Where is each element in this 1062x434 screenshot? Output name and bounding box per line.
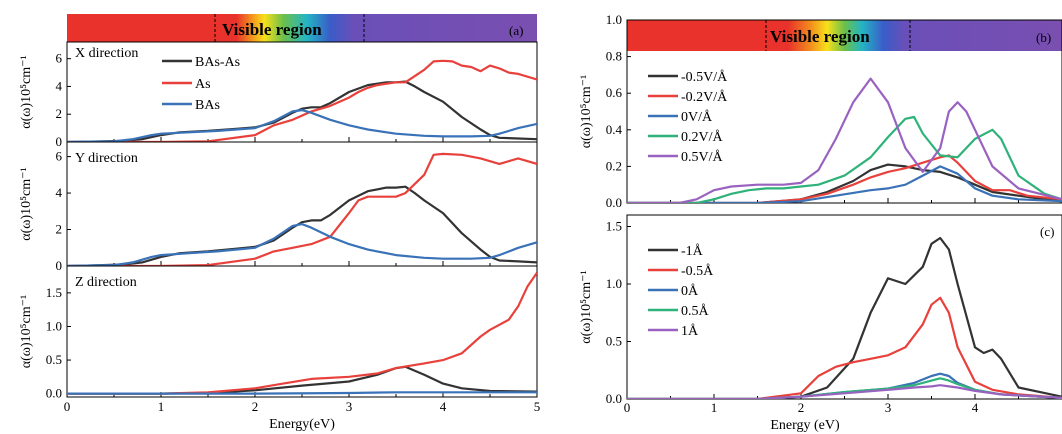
x-tick-label-c-0: 0 bbox=[624, 400, 631, 415]
x-tick-label-c-4: 4 bbox=[972, 400, 979, 415]
spectrum-bar-left bbox=[67, 14, 537, 42]
y-tick-label-a-y-0: 0 bbox=[56, 258, 63, 273]
y-tick-label-a-x-3: 6 bbox=[56, 51, 63, 66]
legend-text-field-m02: -0.2V/Å bbox=[681, 89, 728, 105]
series-line-a-y-1 bbox=[67, 152, 537, 266]
direction-label-a-z: Z direction bbox=[75, 275, 137, 290]
y-tick-label-a-y-1: 2 bbox=[56, 222, 63, 237]
legend-text-strain-05: 0.5Å bbox=[681, 303, 710, 319]
x-tick-label-0: 0 bbox=[64, 399, 71, 414]
legend-text-strain-m05: -0.5Å bbox=[681, 263, 714, 279]
y-tick-label-b-2: 0.4 bbox=[606, 122, 623, 137]
y-tick-label-c-2: 1.0 bbox=[606, 276, 622, 291]
legend-text-field-0: 0V/Å bbox=[681, 109, 713, 125]
x-tick-label-1: 1 bbox=[158, 399, 165, 414]
series-line-a-x-1 bbox=[67, 59, 537, 142]
series-line-c-4 bbox=[627, 384, 1062, 399]
direction-label-a-x: X direction bbox=[75, 46, 138, 61]
series-line-c-3 bbox=[627, 377, 1062, 399]
series-line-b-1 bbox=[627, 154, 1062, 203]
direction-label-a-y: Y direction bbox=[75, 151, 138, 166]
y-tick-label-c-1: 0.5 bbox=[606, 334, 622, 349]
panel-b: 0.0 0.2 0.4 0.6 0.8 1.0 α(ω)10⁵cm⁻¹ bbox=[579, 12, 1062, 210]
legend-b: -0.5V/Å -0.2V/Å 0V/Å 0.2V/Å 0.5V/Å bbox=[648, 69, 728, 165]
y-axis-label-c: α(ω)10⁵cm⁻¹ bbox=[579, 270, 594, 343]
x-tick-label-4: 4 bbox=[440, 399, 447, 414]
y-tick-label-b-3: 0.6 bbox=[606, 85, 623, 100]
legend-text-field-05: 0.5V/Å bbox=[681, 149, 724, 165]
x-tick-label-c-2: 2 bbox=[798, 400, 805, 415]
y-tick-label-a-z-1: 0.5 bbox=[46, 352, 62, 367]
panel-a-y: 0 2 4 6 Y direction α(ω)10⁵cm⁻¹ bbox=[19, 141, 538, 273]
legend-text-strain-1: 1Å bbox=[681, 323, 699, 339]
y-tick-label-a-x-0: 0 bbox=[56, 134, 63, 149]
legend-c: -1Å -0.5Å 0Å 0.5Å 1Å bbox=[648, 243, 714, 339]
y-axis-label-a-x: α(ω)10⁵cm⁻¹ bbox=[19, 55, 34, 128]
x-tick-label-5: 5 bbox=[534, 399, 541, 414]
x-tick-label-3: 3 bbox=[346, 399, 353, 414]
y-tick-label-b-1: 0.2 bbox=[606, 158, 622, 173]
y-axis-label-b: α(ω)10⁵cm⁻¹ bbox=[579, 75, 594, 148]
y-tick-label-a-z-0: 0.0 bbox=[46, 386, 62, 401]
series-line-b-2 bbox=[627, 165, 1062, 203]
series-line-a-y-2 bbox=[67, 223, 537, 266]
plot-frame-a-z bbox=[66, 265, 538, 398]
legend-text-bas-as: BAs-As bbox=[195, 55, 240, 70]
series-line-c-2 bbox=[627, 372, 1062, 399]
panel-c: 0.0 0.5 1.0 1.5 0 1 2 3 4 α(ω)10⁵cm⁻¹ bbox=[579, 214, 1062, 415]
series-line-a-z-1 bbox=[67, 272, 537, 395]
visible-region-label-left: Visible region bbox=[222, 20, 322, 39]
y-axis-label-a-y: α(ω)10⁵cm⁻¹ bbox=[19, 167, 34, 240]
panel-label-b: (b) bbox=[1036, 30, 1051, 45]
series-line-a-x-0 bbox=[67, 80, 537, 142]
series-line-a-x-2 bbox=[67, 109, 537, 142]
x-axis-label-left: Energy(eV) bbox=[269, 417, 335, 432]
panel-label-c: (c) bbox=[1040, 224, 1054, 239]
y-tick-label-a-x-2: 4 bbox=[56, 78, 63, 93]
series-line-a-z-2 bbox=[67, 391, 537, 395]
right-figure: Visible region (b) (c) 0.0 0.2 0.4 0.6 0.8 1.… bbox=[579, 12, 1062, 433]
legend-text-bas: BAs bbox=[195, 98, 220, 113]
legend-text-strain-0: 0Å bbox=[681, 283, 699, 299]
legend-text-strain-m1: -1Å bbox=[681, 243, 704, 259]
visible-region-label-right: Visible region bbox=[770, 27, 870, 46]
series-line-c-1 bbox=[627, 296, 1062, 399]
x-axis-label-right: Energy (eV) bbox=[770, 418, 840, 433]
y-tick-label-c-0: 0.0 bbox=[606, 391, 622, 406]
panel-label-a: (a) bbox=[509, 23, 523, 38]
series-line-b-3 bbox=[627, 115, 1062, 203]
y-tick-label-a-x-1: 2 bbox=[56, 106, 63, 121]
legend-text-field-m05: -0.5V/Å bbox=[681, 69, 728, 85]
series-line-a-y-0 bbox=[67, 185, 537, 266]
spectrum-bar-right bbox=[627, 20, 1062, 51]
y-tick-label-b-5: 1.0 bbox=[606, 12, 622, 27]
y-tick-label-a-z-3: 1.5 bbox=[46, 285, 62, 300]
left-figure: Visible region (a) 0 2 4 6 X direction α(ω)10… bbox=[19, 14, 540, 432]
legend-left: BAs-As As BAs bbox=[162, 55, 240, 113]
y-tick-label-b-4: 0.8 bbox=[606, 49, 622, 64]
legend-text-field-02: 0.2V/Å bbox=[681, 129, 724, 145]
y-tick-label-c-3: 1.5 bbox=[606, 219, 622, 234]
series-line-b-4 bbox=[627, 77, 1062, 203]
series-line-c-0 bbox=[627, 236, 1062, 399]
y-tick-label-a-y-2: 4 bbox=[56, 185, 63, 200]
y-tick-label-b-0: 0.0 bbox=[606, 195, 622, 210]
panel-a-z: 0.0 0.5 1.0 1.5 Z direction α(ω)10⁵cm⁻¹ bbox=[19, 265, 538, 401]
x-tick-label-2: 2 bbox=[252, 399, 259, 414]
y-tick-label-a-y-3: 6 bbox=[56, 149, 63, 164]
panel-a-x: 0 2 4 6 X direction α(ω)10⁵cm⁻¹ bbox=[19, 41, 538, 149]
y-tick-label-a-z-2: 1.0 bbox=[46, 318, 62, 333]
y-axis-label-a-z: α(ω)10⁵cm⁻¹ bbox=[19, 295, 34, 368]
legend-text-as: As bbox=[195, 77, 211, 92]
x-tick-label-c-1: 1 bbox=[711, 400, 718, 415]
x-tick-label-c-3: 3 bbox=[885, 400, 892, 415]
